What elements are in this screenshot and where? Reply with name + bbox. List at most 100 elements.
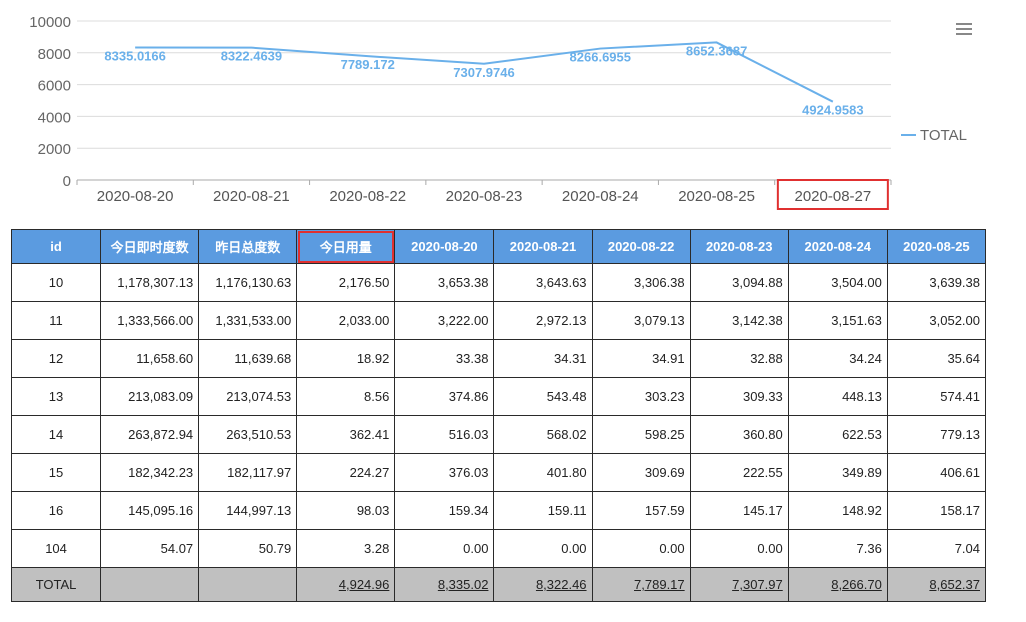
table-row: 13 213,083.09 213,074.53 8.56 374.86 543.48 30… — [10, 377, 987, 416]
data-table: id 今日即时度数 昨日总度数 今日用量 2020-08-20 2020-08-21 202… — [10, 229, 987, 602]
data-label: 8322.4639 — [221, 49, 282, 64]
column-header[interactable]: 2020-08-23 — [689, 229, 789, 264]
table-cell: 3,079.13 — [591, 301, 691, 340]
y-tick-label: 8000 — [38, 46, 71, 63]
table-cell: 144,997.13 — [198, 491, 298, 530]
table-cell: 145.17 — [689, 491, 789, 530]
table-cell: 3,094.88 — [689, 263, 789, 302]
table-cell: 374.86 — [394, 377, 495, 416]
table-cell: 0.00 — [493, 529, 593, 568]
row-id-cell: 104 — [10, 529, 102, 568]
data-label: 8335.0166 — [104, 48, 165, 63]
x-tick-label: 2020-08-21 — [213, 188, 290, 205]
table-row: 15 182,342.23 182,117.97 224.27 376.03 401.80… — [10, 453, 987, 492]
table-cell: 7.36 — [787, 529, 888, 568]
table-row: 11 1,333,566.00 1,331,533.00 2,033.00 3,222.… — [10, 301, 987, 340]
row-id-cell: 15 — [10, 453, 102, 492]
column-header[interactable]: 今日即时度数 — [100, 229, 200, 264]
total-cell[interactable]: 8,266.70 — [787, 567, 888, 602]
table-cell: 158.17 — [886, 491, 987, 530]
table-cell: 8.56 — [296, 377, 396, 416]
y-tick-label: 0 — [63, 173, 71, 190]
table-cell: 182,342.23 — [100, 453, 200, 492]
table-cell: 34.31 — [493, 339, 593, 378]
table-cell: 779.13 — [886, 415, 987, 454]
table-cell: 213,074.53 — [198, 377, 298, 416]
column-header[interactable]: 2020-08-22 — [591, 229, 691, 264]
menu-icon[interactable] — [954, 20, 974, 38]
table-cell: 349.89 — [787, 453, 888, 492]
row-id-cell: 12 — [10, 339, 102, 378]
column-header[interactable]: 今日用量 — [296, 229, 396, 264]
table-cell: 1,178,307.13 — [100, 263, 200, 302]
table-cell: 598.25 — [591, 415, 691, 454]
table-cell: 7.04 — [886, 529, 987, 568]
data-label: 7789.172 — [341, 57, 395, 72]
column-header[interactable]: 昨日总度数 — [198, 229, 298, 264]
table-cell: 11,639.68 — [198, 339, 298, 378]
table-cell: 263,872.94 — [100, 415, 200, 454]
row-id-cell: 13 — [10, 377, 102, 416]
table-cell: 11,658.60 — [100, 339, 200, 378]
total-cell[interactable]: 7,307.97 — [689, 567, 789, 602]
x-tick-label: 2020-08-23 — [446, 188, 523, 205]
table-cell: 3,151.63 — [787, 301, 888, 340]
x-tick-label: 2020-08-25 — [678, 188, 755, 205]
table-cell: 213,083.09 — [100, 377, 200, 416]
table-cell: 224.27 — [296, 453, 396, 492]
table-cell: 622.53 — [787, 415, 888, 454]
total-row: TOTAL 4,924.96 8,335.02 8,322.46 7,789.17 7,3… — [10, 567, 987, 602]
total-cell[interactable]: 8,322.46 — [493, 567, 593, 602]
table-cell: 309.69 — [591, 453, 691, 492]
table-cell: 3,306.38 — [591, 263, 691, 302]
data-label: 7307.9746 — [453, 65, 514, 80]
y-tick-label: 6000 — [38, 78, 71, 95]
table-cell: 32.88 — [689, 339, 789, 378]
table-cell: 222.55 — [689, 453, 789, 492]
table-row: 16 145,095.16 144,997.13 98.03 159.34 159.11 1… — [10, 491, 987, 530]
table-cell: 3,653.38 — [394, 263, 495, 302]
column-header[interactable]: 2020-08-20 — [394, 229, 495, 264]
data-label: 4924.9583 — [802, 103, 863, 118]
table-row: 12 11,658.60 11,639.68 18.92 33.38 34.31 34.91… — [10, 339, 987, 378]
total-cell[interactable]: 8,335.02 — [394, 567, 495, 602]
column-header[interactable]: id — [10, 229, 102, 264]
table-cell: 406.61 — [886, 453, 987, 492]
table-cell: 159.11 — [493, 491, 593, 530]
highlight-box — [776, 179, 889, 210]
table-cell: 0.00 — [591, 529, 691, 568]
total-cell — [198, 567, 298, 602]
table-cell: 54.07 — [100, 529, 200, 568]
table-cell: 2,176.50 — [296, 263, 396, 302]
column-header[interactable]: 2020-08-24 — [787, 229, 888, 264]
series-line — [135, 41, 834, 103]
x-tick-label: 2020-08-20 — [97, 188, 174, 205]
total-cell[interactable]: 8,652.37 — [886, 567, 987, 602]
table-cell: 2,972.13 — [493, 301, 593, 340]
row-id-cell: 16 — [10, 491, 102, 530]
table-cell: 362.41 — [296, 415, 396, 454]
table-cell: 145,095.16 — [100, 491, 200, 530]
total-cell[interactable]: 7,789.17 — [591, 567, 691, 602]
table-cell: 34.24 — [787, 339, 888, 378]
table-cell: 33.38 — [394, 339, 495, 378]
total-cell — [100, 567, 200, 602]
data-label: 8266.6955 — [570, 50, 631, 65]
table-cell: 303.23 — [591, 377, 691, 416]
table-cell: 0.00 — [394, 529, 495, 568]
table-cell: 263,510.53 — [198, 415, 298, 454]
table-cell: 0.00 — [689, 529, 789, 568]
x-tick-label: 2020-08-24 — [562, 188, 639, 205]
column-header[interactable]: 2020-08-21 — [493, 229, 593, 264]
column-header[interactable]: 2020-08-25 — [886, 229, 987, 264]
total-cell[interactable]: 4,924.96 — [296, 567, 396, 602]
table-cell: 448.13 — [787, 377, 888, 416]
table-cell: 309.33 — [689, 377, 789, 416]
y-tick-label: 2000 — [38, 141, 71, 158]
x-tick-label: 2020-08-22 — [329, 188, 406, 205]
table-cell: 1,176,130.63 — [198, 263, 298, 302]
table-cell: 34.91 — [591, 339, 691, 378]
table-cell: 3,222.00 — [394, 301, 495, 340]
table-cell: 182,117.97 — [198, 453, 298, 492]
table-cell: 543.48 — [493, 377, 593, 416]
